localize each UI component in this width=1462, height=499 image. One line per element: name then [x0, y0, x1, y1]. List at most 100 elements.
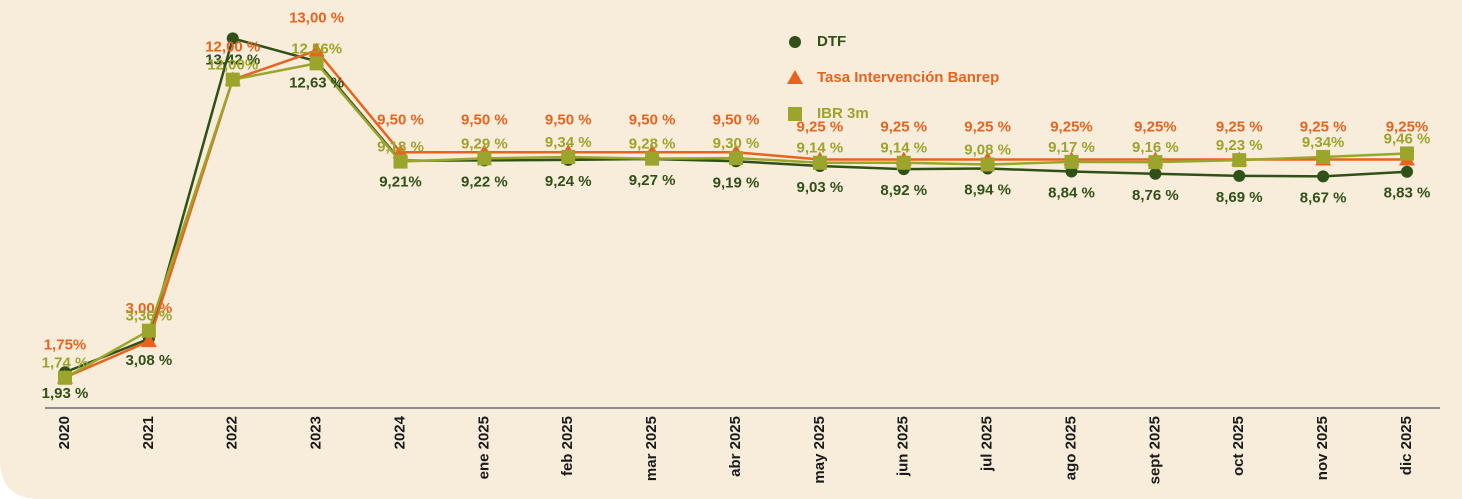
data-label: 3,08 %	[126, 352, 173, 369]
data-label: 9,25%	[1386, 119, 1429, 136]
data-label: 9,25 %	[880, 119, 927, 136]
point	[308, 42, 325, 57]
x-tick-label: mar 2025	[643, 416, 660, 481]
data-label: 9,23 %	[1216, 137, 1263, 154]
data-label: 9,14 %	[880, 140, 927, 157]
data-label: 8,83 %	[1384, 185, 1431, 202]
data-label: 9,03 %	[797, 179, 844, 196]
data-label: 8,69 %	[1216, 189, 1263, 206]
point	[1316, 149, 1331, 164]
legend-marker	[788, 107, 802, 121]
data-label: 1,75%	[44, 336, 87, 353]
data-label: 9,25 %	[797, 119, 844, 136]
data-label: 12,63 %	[289, 74, 344, 91]
data-label: 3,00 %	[126, 300, 173, 317]
x-tick-label: jul 2025	[979, 416, 996, 472]
x-tick-label: ene 2025	[475, 416, 492, 479]
point	[729, 151, 743, 166]
data-label: 12,00%	[207, 57, 258, 74]
point	[1149, 167, 1162, 180]
data-label: 9,22 %	[461, 173, 508, 190]
data-label: 9,21%	[379, 174, 422, 191]
point	[393, 154, 408, 169]
data-label: 9,25 %	[1216, 119, 1263, 136]
x-tick-label: jun 2025	[895, 416, 912, 477]
x-tick-label: 2022	[224, 416, 241, 449]
point	[1400, 146, 1414, 161]
point	[1233, 169, 1246, 182]
data-label: 9,18 %	[377, 139, 424, 156]
data-label: 9,30 %	[713, 135, 760, 152]
x-tick-label: ago 2025	[1062, 416, 1079, 480]
x-tick-label: dic 2025	[1398, 416, 1415, 475]
data-label: 9,17 %	[1048, 139, 1095, 156]
data-label: 9,34 %	[545, 134, 592, 151]
data-label: 9,25 %	[964, 119, 1011, 136]
legend-marker	[789, 36, 801, 48]
data-label: 13,42 %	[205, 51, 260, 68]
data-label: 1,74 %	[42, 355, 89, 372]
data-label: 9,14 %	[797, 140, 844, 157]
legend-label: Tasa Intervención Banrep	[817, 69, 999, 86]
x-tick-label: nov 2025	[1314, 416, 1331, 480]
point	[58, 370, 72, 385]
data-label: 12,56%	[291, 40, 342, 57]
data-label: 9,50 %	[461, 111, 508, 128]
x-tick-label: 2020	[56, 416, 73, 449]
data-label: 9,46 %	[1384, 130, 1431, 147]
point	[477, 151, 492, 166]
data-label: 8,67 %	[1300, 189, 1347, 206]
point	[812, 155, 827, 170]
point	[1148, 155, 1163, 170]
data-label: 9,08 %	[964, 141, 1011, 158]
data-label: 8,94 %	[964, 182, 1011, 199]
x-tick-label: sept 2025	[1146, 416, 1163, 484]
data-label: 13,00 %	[289, 10, 344, 27]
data-label: 9,25 %	[1300, 119, 1347, 136]
point	[226, 32, 239, 45]
x-tick-label: 2023	[308, 416, 325, 449]
data-label: 12,00 %	[205, 39, 260, 56]
data-label: 3,36 %	[126, 308, 173, 325]
point	[1401, 165, 1413, 178]
point	[1064, 154, 1079, 169]
data-label: 9,50 %	[713, 111, 760, 128]
data-label: 9,25%	[1134, 119, 1177, 136]
legend-label: DTF	[817, 33, 846, 50]
x-tick-label: feb 2025	[559, 416, 576, 476]
legend-marker	[787, 70, 803, 84]
data-label: 8,84 %	[1048, 184, 1095, 201]
point	[896, 155, 911, 170]
data-label: 9,50 %	[629, 111, 676, 128]
point	[141, 323, 156, 338]
x-tick-label: 2024	[391, 415, 408, 449]
x-tick-label: abr 2025	[727, 416, 744, 477]
data-label: 9,29 %	[461, 135, 508, 152]
point	[225, 72, 240, 87]
legend-label: IBR 3m	[817, 105, 869, 122]
data-label: 1,93 %	[42, 385, 89, 402]
point	[980, 157, 995, 172]
data-label: 9,27 %	[629, 172, 676, 189]
point	[1232, 153, 1247, 168]
data-label: 9,50 %	[545, 111, 592, 128]
point	[1317, 170, 1330, 183]
data-label: 9,25%	[1050, 119, 1093, 136]
data-label: 9,50 %	[377, 111, 424, 128]
x-tick-label: 2021	[140, 416, 157, 449]
x-tick-label: oct 2025	[1230, 416, 1247, 476]
point	[645, 151, 660, 166]
point	[309, 56, 324, 71]
data-label: 9,28 %	[629, 136, 676, 153]
data-label: 9,24 %	[545, 173, 592, 190]
point	[561, 149, 576, 164]
data-label: 9,34%	[1302, 134, 1345, 151]
data-label: 9,19 %	[713, 174, 760, 191]
data-label: 8,92 %	[880, 182, 927, 199]
x-tick-label: may 2025	[811, 416, 828, 484]
data-label: 8,76 %	[1132, 187, 1179, 204]
data-label: 9,16 %	[1132, 139, 1179, 156]
point	[140, 333, 157, 348]
